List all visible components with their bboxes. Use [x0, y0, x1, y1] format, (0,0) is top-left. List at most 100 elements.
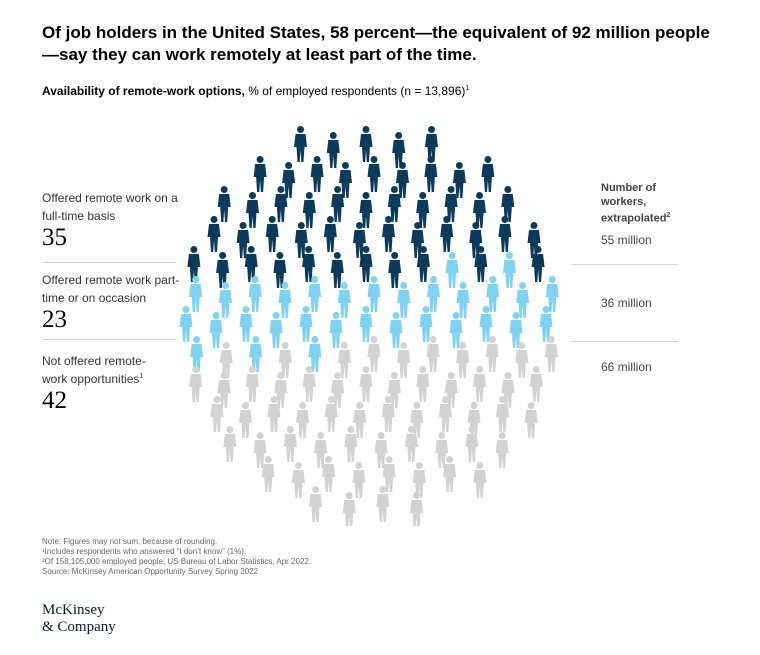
person-icon [412, 462, 426, 498]
people-pictogram [179, 126, 559, 526]
person-icon [249, 336, 263, 372]
person-icon [236, 222, 250, 258]
person-icon [189, 366, 203, 402]
person-icon [389, 312, 403, 348]
person-icon [425, 126, 438, 162]
workers-value-full-time: 55 million [601, 233, 652, 247]
person-icon [397, 342, 411, 378]
person-icon [359, 366, 373, 402]
person-icon [481, 156, 495, 192]
person-icon [416, 246, 430, 282]
person-icon [187, 246, 201, 282]
divider-left-1 [42, 262, 176, 263]
person-icon [330, 252, 344, 288]
person-icon [248, 276, 262, 312]
person-icon [299, 306, 313, 342]
person-icon [353, 402, 367, 438]
person-icon [382, 216, 395, 252]
person-icon [485, 336, 499, 372]
person-icon [283, 426, 297, 462]
person-icon [274, 372, 288, 408]
person-icon [501, 186, 515, 222]
person-icon [367, 336, 381, 372]
person-icon [410, 492, 423, 526]
person-icon [426, 336, 440, 372]
category-label: Offered remote work part-time or on occa… [42, 273, 180, 305]
person-icon [331, 186, 345, 222]
person-icon [223, 426, 237, 462]
person-icon [291, 462, 305, 498]
person-icon [392, 132, 406, 168]
category-not-offered: Not offered remote-work opportunities1 4… [42, 354, 182, 415]
person-icon [426, 276, 440, 312]
person-icon [367, 276, 381, 312]
category-label: Offered remote work on a full-time basis [42, 191, 178, 223]
person-icon [217, 186, 231, 222]
person-icon [310, 156, 324, 192]
note-line: ¹Includes respondents who answered “I do… [42, 547, 247, 556]
person-icon [465, 426, 479, 462]
note-line: Source: McKinsey American Opportunity Su… [42, 567, 259, 576]
person-icon [449, 312, 463, 348]
person-icon [337, 342, 351, 378]
person-icon [474, 246, 488, 282]
person-icon [516, 282, 530, 318]
person-icon [324, 396, 338, 432]
person-icon [359, 306, 373, 342]
person-icon [314, 432, 328, 468]
person-icon [435, 432, 449, 468]
person-icon [397, 282, 411, 318]
person-icon [387, 186, 401, 222]
person-icon [207, 216, 221, 252]
person-icon [440, 216, 454, 252]
workers-value-not-offered: 66 million [601, 360, 652, 374]
person-icon [416, 366, 430, 402]
person-icon [515, 342, 529, 378]
person-icon [388, 252, 402, 288]
divider-right-1 [572, 264, 678, 265]
person-icon [189, 276, 203, 312]
person-icon [308, 336, 322, 372]
person-icon [382, 456, 396, 492]
person-icon [352, 462, 366, 498]
workers-value-part-time: 36 million [601, 296, 652, 310]
person-icon [529, 366, 543, 402]
person-icon [218, 282, 232, 318]
person-icon [329, 312, 343, 348]
person-icon [323, 216, 337, 252]
person-icon [473, 366, 487, 402]
mckinsey-logo: McKinsey & Company [42, 602, 116, 635]
person-icon [294, 222, 308, 258]
person-icon [239, 306, 253, 342]
person-icon [302, 192, 316, 228]
person-icon [367, 156, 381, 192]
category-full-time: Offered remote work on a full-time basis… [42, 191, 182, 252]
person-icon [261, 456, 275, 492]
person-icon [486, 276, 500, 312]
category-value: 23 [42, 306, 67, 333]
chart-notes: Note: Figures may not sum, because of ro… [42, 537, 311, 577]
person-icon [278, 282, 292, 318]
person-icon [302, 366, 316, 402]
person-icon [253, 156, 267, 192]
person-icon [239, 402, 252, 438]
category-part-time: Offered remote work part-time or on occa… [42, 273, 182, 334]
person-icon [359, 192, 373, 228]
workers-header: Number of workers, extrapolated2 [601, 182, 671, 225]
person-icon [216, 252, 230, 288]
person-icon [359, 126, 373, 162]
person-icon [381, 396, 395, 432]
person-icon [219, 342, 233, 378]
person-icon [502, 252, 516, 288]
person-icon [509, 312, 523, 348]
person-icon [531, 246, 545, 282]
person-icon [359, 246, 373, 282]
person-icon [545, 276, 559, 312]
person-icon [467, 402, 481, 438]
person-icon [302, 246, 316, 282]
person-icon [344, 426, 358, 462]
person-icon [339, 162, 352, 198]
person-icon [217, 372, 231, 408]
person-icon [376, 486, 390, 522]
person-icon [456, 282, 470, 318]
